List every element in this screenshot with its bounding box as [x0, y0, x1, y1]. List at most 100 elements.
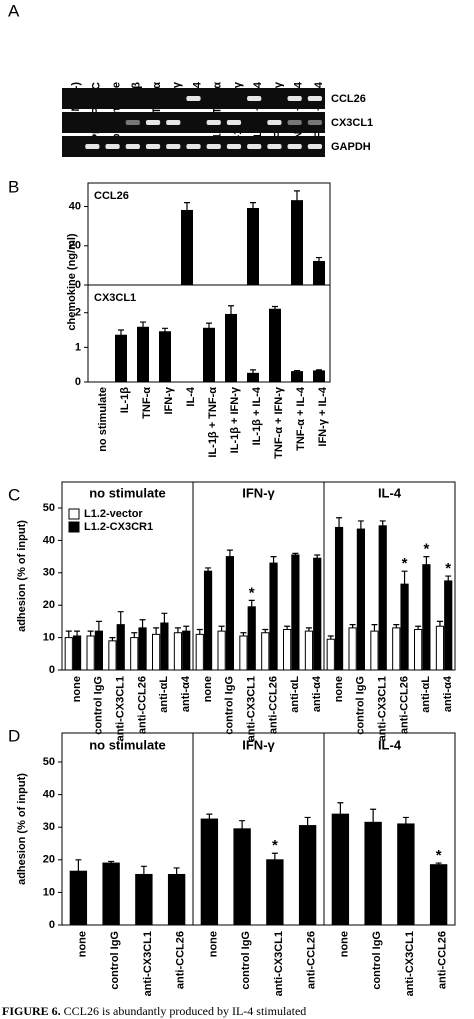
y-tick-label: 40: [69, 200, 81, 212]
error-bar: [206, 813, 213, 820]
error-bar: [272, 305, 278, 310]
significance: *: [249, 584, 255, 601]
bar: [200, 818, 219, 926]
bar: [233, 828, 251, 926]
bar: [283, 629, 292, 671]
x-tick-label: none: [202, 676, 214, 702]
x-tick-label: control IgG: [371, 931, 383, 990]
x-tick-label: anti-CX3CL1: [245, 676, 257, 741]
x-tick-label: anti-αL: [289, 676, 301, 713]
bar: [261, 632, 270, 671]
error-bar: [401, 570, 408, 585]
y-tick-label: 40: [43, 534, 55, 546]
bar: [266, 859, 284, 926]
x-tick-label: anti-CX3CL1: [142, 931, 154, 996]
gel-band: [186, 96, 201, 101]
x-tick-label: anti-αL: [420, 676, 432, 713]
gel-band: [85, 144, 100, 149]
y-axis-label: adhesion (% of input): [16, 773, 28, 885]
x-tick-label: IL-1β + TNF-α: [207, 387, 219, 458]
error-bar: [292, 552, 299, 555]
gel-band: [166, 120, 181, 125]
error-bar: [206, 322, 212, 329]
error-bar: [370, 808, 377, 823]
error-bar: [327, 635, 334, 640]
error-bar: [248, 599, 255, 607]
bar: [313, 557, 322, 671]
x-tick-label: TNF-α + IL-4: [295, 386, 307, 451]
gel-band: [226, 144, 242, 149]
bar: [247, 208, 259, 286]
bar: [400, 583, 409, 671]
bar: [313, 370, 325, 383]
error-bar: [445, 575, 452, 581]
y-tick-label: 10: [43, 886, 55, 898]
gel-band: [307, 120, 322, 125]
x-tick-label: anti-α4: [442, 675, 454, 712]
error-bar: [240, 632, 247, 636]
x-tick-label: TNF-α: [141, 387, 153, 419]
row-label: GAPDH: [331, 141, 371, 153]
error-bar: [379, 520, 386, 526]
bar: [203, 327, 215, 383]
bar: [334, 526, 344, 671]
bar: [291, 200, 303, 286]
x-tick-label: anti-αL: [158, 676, 170, 713]
bar: [167, 873, 186, 926]
bar: [444, 580, 453, 671]
x-tick-label: control IgG: [355, 676, 367, 735]
y-tick-label: 20: [43, 599, 55, 611]
y-tick-label: 30: [43, 567, 55, 579]
gel-band: [307, 144, 322, 149]
x-tick-label: anti-CX3CL1: [273, 931, 285, 996]
x-tick-label: anti-CCL26: [398, 676, 410, 734]
group-label: IFN-γ: [242, 485, 275, 500]
x-tick-label: anti-CX3CL1: [114, 676, 126, 741]
significance: *: [436, 847, 442, 864]
bar: [378, 525, 387, 671]
x-tick-label: none: [338, 931, 350, 957]
error-bar: [95, 620, 102, 632]
gel-band: [287, 144, 302, 149]
significance: *: [445, 560, 451, 577]
gel-band: [287, 96, 302, 101]
error-bar: [402, 816, 409, 824]
bar: [130, 637, 139, 671]
error-bar: [270, 556, 277, 564]
error-bar: [336, 517, 343, 528]
error-bar: [161, 612, 168, 624]
error-bar: [284, 625, 291, 630]
bar: [291, 554, 300, 671]
error-bar: [153, 627, 160, 635]
subplot-title: CX3CL1: [94, 292, 136, 304]
error-bar: [294, 369, 300, 372]
bar: [160, 622, 169, 671]
group-label: no stimulate: [89, 737, 166, 752]
panel-letter: B: [8, 177, 19, 196]
error-bar: [423, 556, 430, 565]
gel-band: [125, 120, 140, 125]
error-bar: [239, 820, 246, 829]
x-tick-label: anti-α4: [180, 675, 192, 712]
y-tick-label: 20: [69, 240, 81, 252]
caption-label: FIGURE 6.: [2, 1004, 61, 1018]
plot-frame: [61, 481, 456, 671]
bar: [64, 637, 73, 671]
caption: FIGURE 6. CCL26 is abundantly produced b…: [2, 1004, 306, 1018]
x-tick-label: control IgG: [224, 676, 236, 735]
error-bar: [174, 627, 181, 633]
x-tick-label: none: [76, 931, 88, 957]
error-bar: [118, 329, 124, 336]
error-bar: [139, 619, 146, 628]
x-tick-label: anti-CCL26: [306, 931, 318, 989]
bar: [356, 528, 365, 671]
x-tick-label: none: [333, 676, 345, 702]
gel-band: [145, 144, 161, 149]
error-bar: [196, 628, 203, 635]
error-bar: [218, 625, 225, 632]
bar: [239, 635, 248, 671]
bar: [247, 372, 259, 383]
group-label: IL-4: [378, 737, 402, 752]
gel-band: [206, 120, 221, 125]
error-bar: [226, 549, 233, 557]
